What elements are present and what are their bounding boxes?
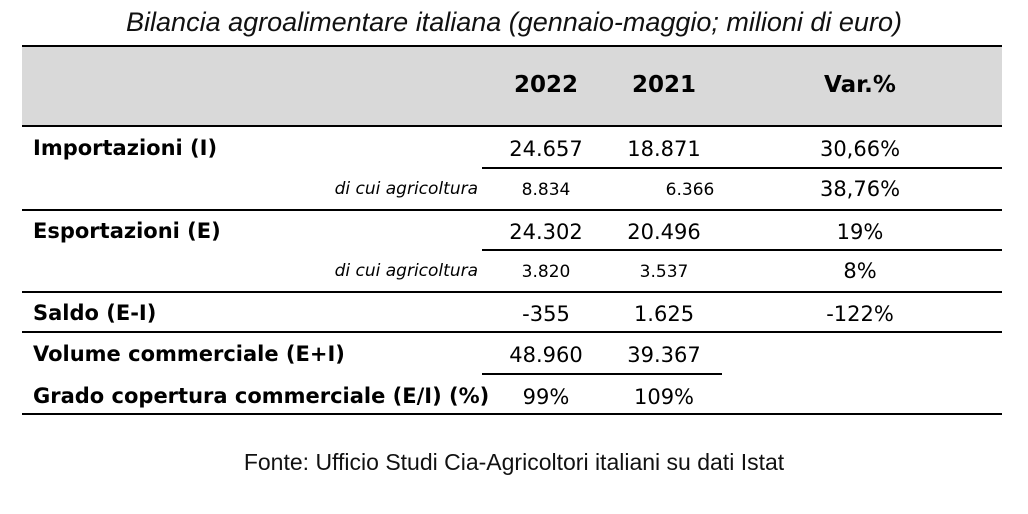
row-label-saldo: Saldo (E-I) <box>33 301 157 325</box>
cell-volume-2022: 48.960 <box>509 343 583 367</box>
row-label-import-agricoltura: di cui agricoltura <box>334 179 478 199</box>
table-title: Bilancia agroalimentare italiana (gennai… <box>126 7 902 37</box>
header-var: Var.% <box>824 72 896 98</box>
header-2021: 2021 <box>631 72 696 98</box>
rule-header-bottom <box>22 125 1002 127</box>
cell-saldo-var: -122% <box>826 302 894 326</box>
row-label-esportazioni: Esportazioni (E) <box>33 219 221 243</box>
cell-export-agri-2022: 3.820 <box>521 262 571 282</box>
cell-import-2022: 24.657 <box>509 137 583 161</box>
cell-saldo-2022: -355 <box>522 302 570 326</box>
header-band <box>22 46 1002 126</box>
cell-export-2022: 24.302 <box>509 220 583 244</box>
cell-export-2021: 20.496 <box>627 220 701 244</box>
cell-saldo-2021: 1.625 <box>633 302 695 326</box>
cell-import-agri-2022: 8.834 <box>521 180 571 200</box>
cell-export-var: 19% <box>836 220 884 244</box>
rule-after-export <box>22 291 1002 293</box>
rule-import-sub <box>482 167 1002 169</box>
cell-import-agri-var: 38,76% <box>819 177 901 201</box>
cell-copertura-2021: 109% <box>633 385 695 409</box>
rule-after-saldo <box>22 331 1002 333</box>
row-label-volume: Volume commerciale (E+I) <box>33 342 345 366</box>
rule-bottom <box>22 413 1002 415</box>
cell-copertura-2022: 99% <box>522 385 570 409</box>
rule-after-import <box>22 209 1002 211</box>
source-note: Fonte: Ufficio Studi Cia-Agricoltori ita… <box>243 449 785 475</box>
row-label-grado-copertura: Grado copertura commerciale (E/I) (%) <box>33 384 490 408</box>
rule-top <box>22 45 1002 47</box>
row-label-export-agricoltura: di cui agricoltura <box>334 261 478 281</box>
cell-export-agri-var: 8% <box>843 259 877 283</box>
header-2022: 2022 <box>513 72 578 98</box>
rule-export-sub <box>482 249 1002 251</box>
cell-import-2021: 18.871 <box>627 137 701 161</box>
cell-export-agri-2021: 3.537 <box>639 262 689 282</box>
cell-import-agri-2021: 6.366 <box>665 180 715 200</box>
cell-import-var: 30,66% <box>819 137 901 161</box>
cell-volume-2021: 39.367 <box>627 343 701 367</box>
row-label-importazioni: Importazioni (I) <box>33 136 218 160</box>
rule-after-volume <box>482 373 722 375</box>
